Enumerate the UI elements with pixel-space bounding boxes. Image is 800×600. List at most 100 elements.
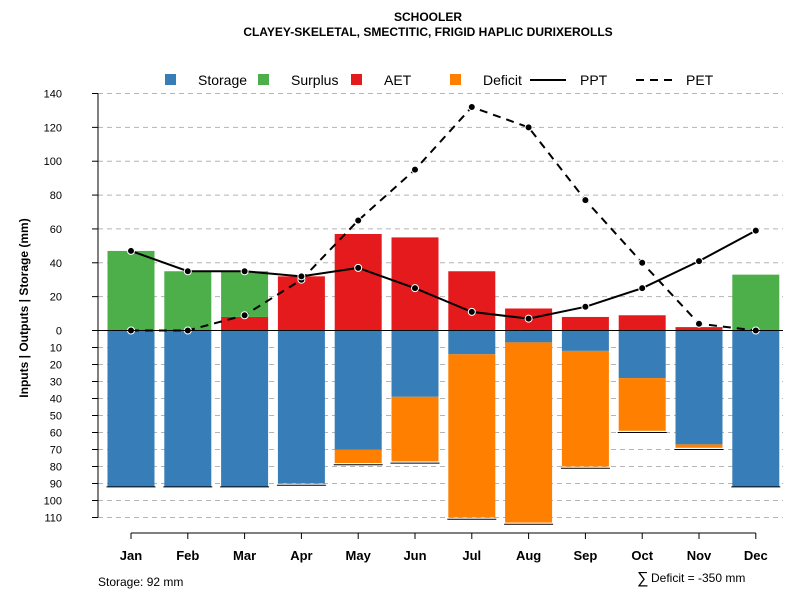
aet-bar	[675, 327, 723, 331]
aet-bar	[391, 237, 439, 331]
y-tick-label: 30	[50, 377, 62, 389]
y-tick-label: 100	[44, 156, 62, 168]
storage-bar	[561, 330, 609, 351]
ppt-point	[297, 272, 306, 281]
x-tick-label: Aug	[516, 548, 541, 563]
legend-label: PPT	[580, 72, 608, 88]
y-tick-label: 70	[50, 445, 62, 457]
storage-bar	[277, 330, 325, 484]
ppt-point	[751, 226, 760, 235]
chart-subtitle: CLAYEY-SKELETAL, SMECTITIC, FRIGID HAPLI…	[243, 25, 612, 39]
chart-title: SCHOOLER	[394, 10, 462, 24]
aet-bar	[221, 316, 269, 331]
aet-bar	[618, 315, 666, 331]
ppt-point	[127, 246, 135, 255]
storage-bar	[391, 330, 439, 397]
y-tick-label: 40	[50, 394, 62, 406]
y-tick-label: 60	[50, 428, 62, 440]
aet-bar	[277, 276, 325, 331]
deficit-bar	[618, 378, 666, 431]
ppt-point	[467, 307, 476, 316]
deficit-note: Deficit = -350 mm	[651, 571, 745, 585]
pet-point	[581, 196, 590, 205]
y-tick-label: 90	[50, 479, 62, 491]
aet-bar	[448, 271, 496, 331]
grid-lines	[98, 93, 783, 518]
storage-bar	[107, 330, 155, 487]
legend-swatch	[351, 74, 362, 85]
legend-label: Storage	[198, 72, 247, 88]
surplus-bar	[221, 271, 269, 317]
ppt-point	[240, 267, 249, 276]
legend-label: AET	[384, 72, 412, 88]
y-tick-label: 110	[44, 513, 62, 525]
y-tick-label: 40	[50, 258, 62, 270]
x-tick-label: Nov	[687, 548, 712, 563]
legend-label: Surplus	[291, 72, 338, 88]
storage-bar	[221, 330, 269, 487]
y-tick-label: 60	[50, 224, 62, 236]
surplus-bar	[732, 274, 780, 331]
ppt-point	[411, 284, 419, 293]
y-tick-label: 140	[44, 89, 62, 101]
legend-swatch	[258, 74, 269, 85]
deficit-bar	[561, 350, 609, 467]
ppt-point	[581, 302, 590, 311]
deficit-bar	[391, 396, 439, 462]
pet-point	[240, 311, 249, 320]
x-tick-label: Jun	[403, 548, 426, 563]
x-tick-label: Jan	[120, 548, 142, 563]
ppt-point	[183, 267, 192, 276]
y-tick-label: 80	[50, 462, 62, 474]
ppt-point	[524, 314, 533, 323]
x-tick-label: Mar	[233, 548, 256, 563]
series-lines	[127, 103, 760, 335]
y-axis-label: Inputs | Outputs | Storage (mm)	[17, 218, 31, 397]
y-tick-label: 120	[44, 122, 62, 134]
ppt-point	[638, 284, 647, 293]
pet-point	[524, 123, 533, 132]
legend-swatch	[450, 74, 461, 85]
storage-note: Storage: 92 mm	[98, 575, 183, 589]
storage-bar	[164, 330, 212, 487]
storage-bar	[505, 330, 553, 343]
aet-bar	[334, 234, 382, 331]
y-tick-label: 100	[44, 496, 62, 508]
y-tick-label: 50	[50, 411, 62, 423]
y-tick-label: 80	[50, 190, 62, 202]
pet-point	[354, 216, 363, 225]
deficit-bar	[675, 444, 723, 448]
x-tick-label: Dec	[744, 548, 768, 563]
legend: Storage Surplus AET Deficit PPT PET	[165, 72, 714, 88]
pet-line	[131, 105, 756, 332]
ppt-point	[695, 257, 703, 266]
x-tick-label: Sep	[573, 548, 597, 563]
storage-bar	[618, 330, 666, 379]
deficit-bar	[334, 449, 382, 464]
y-tick-label: 10	[50, 343, 62, 355]
x-tick-label: Apr	[290, 548, 312, 563]
surplus-bar	[164, 271, 212, 331]
pet-point	[695, 319, 703, 328]
ppt-point	[354, 263, 363, 272]
axes: 0 20 40 60 80 100 120 140 10 20 30 40 50 60 70 80 90 100 1…	[44, 89, 783, 563]
y-tick-label: 20	[50, 292, 62, 304]
storage-bar	[732, 330, 780, 487]
deficit-bar	[448, 354, 496, 518]
storage-bar	[334, 330, 382, 450]
storage-bar	[448, 330, 496, 355]
y-tick-label: 0	[56, 326, 62, 338]
ppt-line	[130, 229, 757, 320]
legend-label: PET	[686, 72, 714, 88]
pet-point	[411, 165, 419, 174]
sum-symbol: ∑	[637, 570, 648, 587]
y-tick-label: 20	[50, 360, 62, 372]
storage-bar	[675, 330, 723, 445]
bars	[106, 234, 781, 525]
legend-label: Deficit	[483, 72, 522, 88]
surplus-bar	[107, 250, 155, 331]
deficit-bar	[505, 342, 553, 523]
pet-point	[638, 258, 647, 267]
x-tick-label: Jul	[462, 548, 481, 563]
